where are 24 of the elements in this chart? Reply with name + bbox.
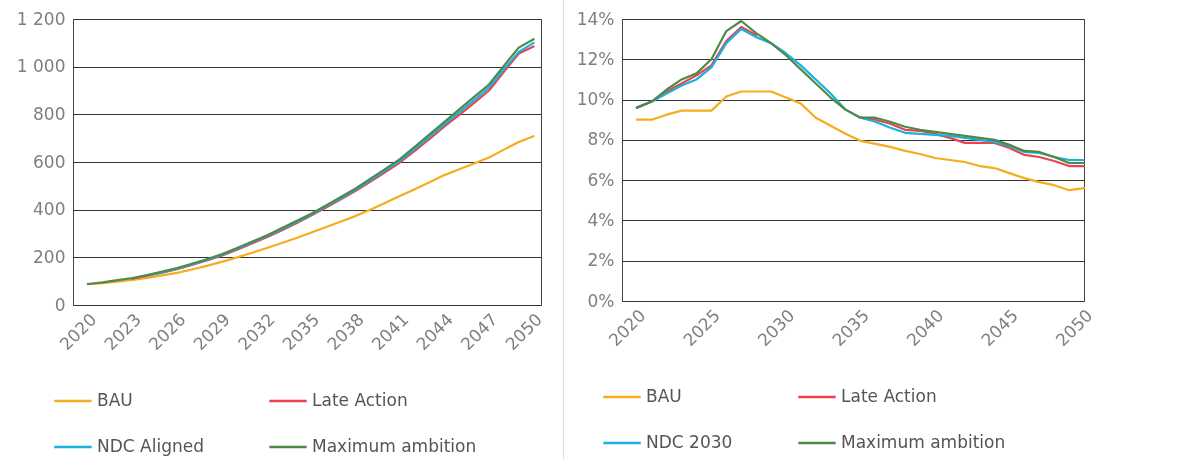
y-tick-label: 800 [33,103,66,124]
y-tick-label: 1 200 [16,8,66,29]
legend-label: BAU [646,386,682,406]
y-tick-label: 600 [33,151,66,172]
y-tick-label: 12% [576,48,615,69]
y-tick-label: 400 [33,199,66,220]
line-series [635,90,1086,192]
y-tick-label: 0% [587,290,615,311]
y-tick-label: 10% [576,89,615,110]
y-tick-label: 200 [33,246,66,267]
legend-label: NDC 2030 [646,432,733,452]
legend-label: Maximum ambition [841,432,1006,452]
y-tick-label: 0 [54,294,66,315]
y-tick-label: 2% [587,250,615,271]
legend-label: Late Action [312,390,408,410]
legend-label: NDC Aligned [97,436,204,456]
legend-label: Maximum ambition [312,436,477,456]
legend-label: BAU [97,390,133,410]
legend-label: Late Action [841,386,937,406]
y-tick-label: 1 000 [16,56,66,77]
y-tick-label: 14% [576,8,615,29]
y-tick-label: 6% [587,169,615,190]
y-tick-label: 8% [587,129,615,150]
y-tick-label: 4% [587,209,615,230]
